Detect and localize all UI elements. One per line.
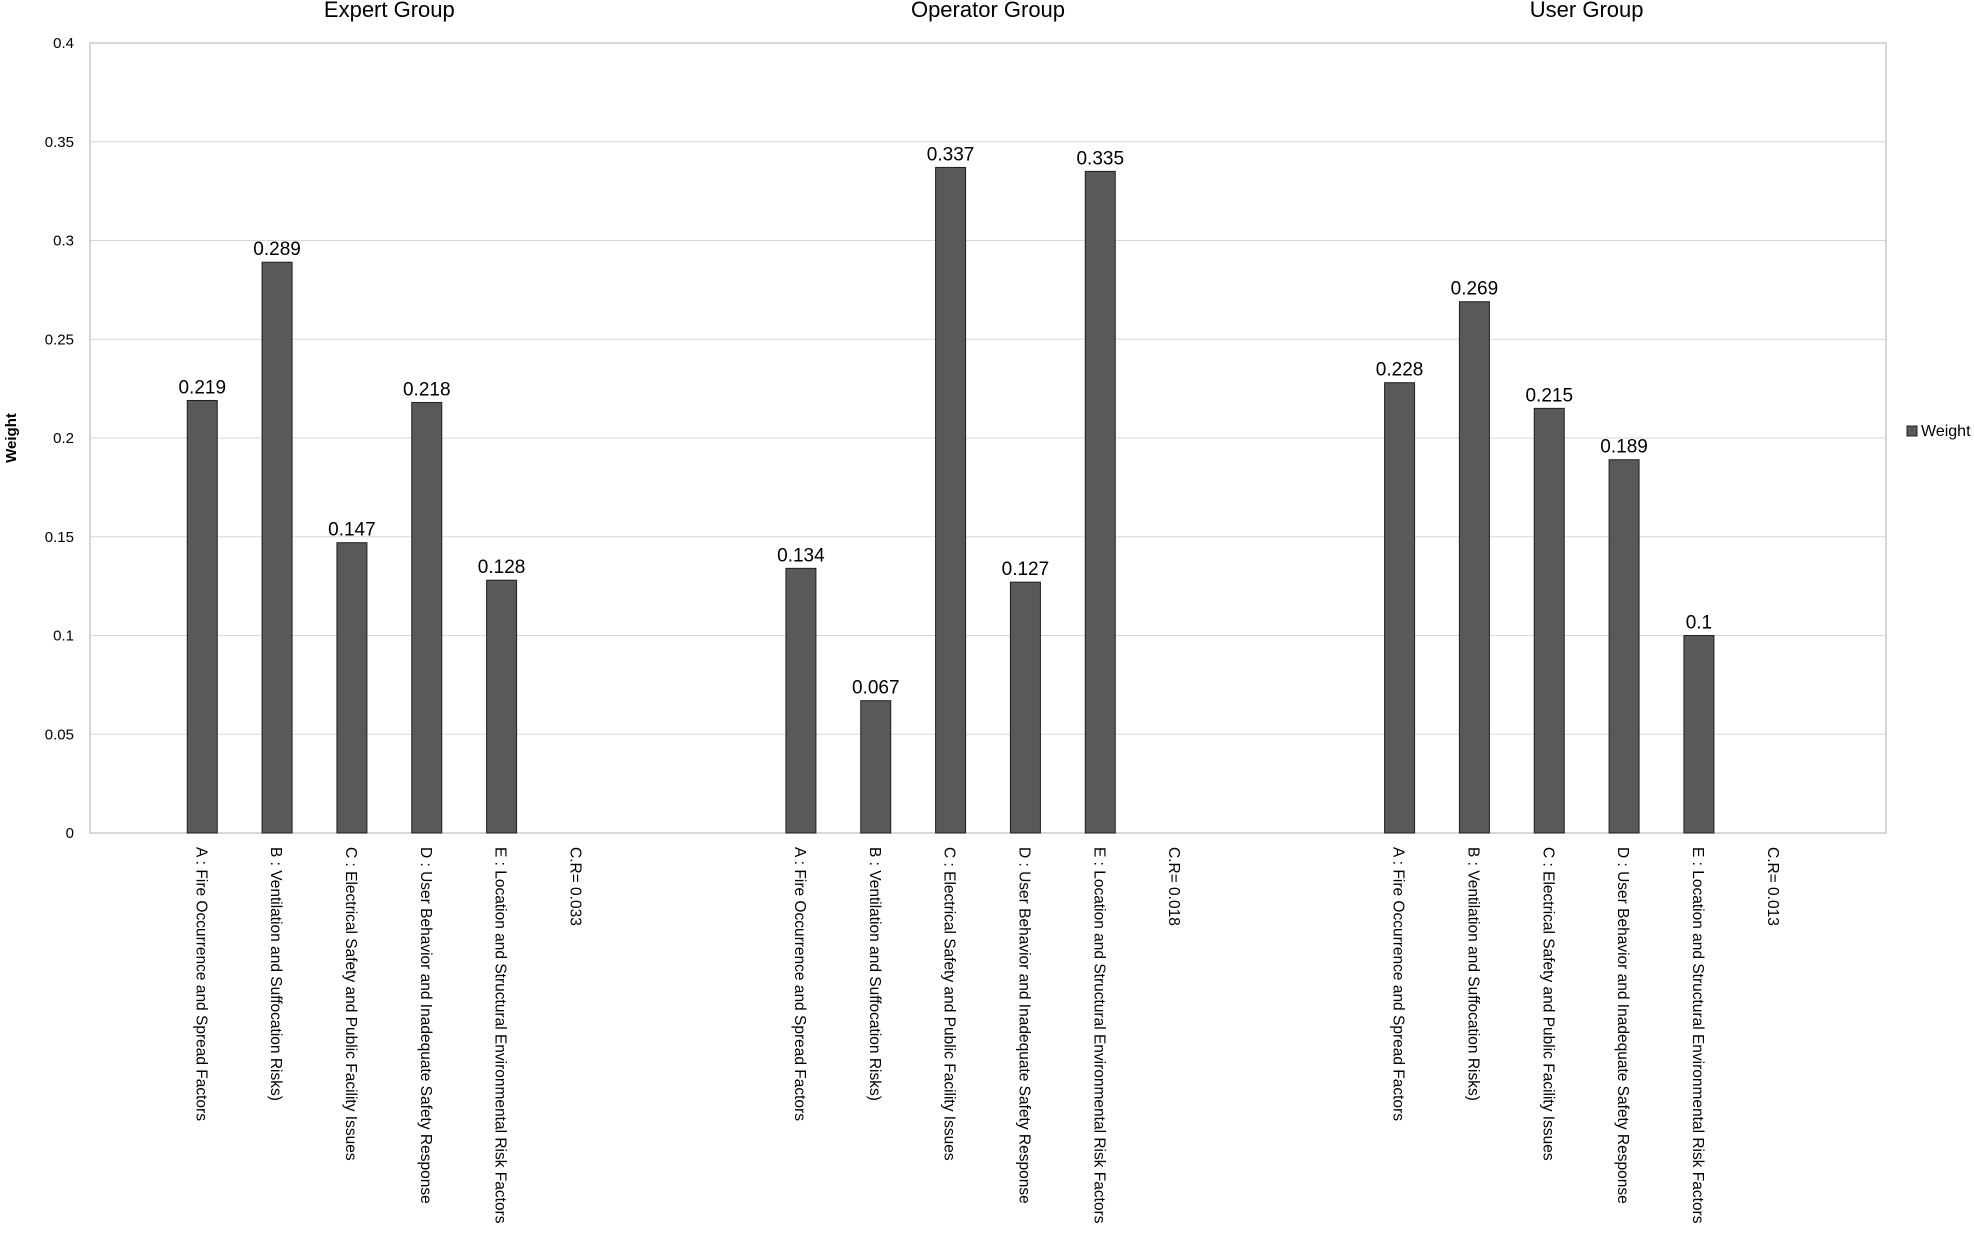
group-title: Expert Group: [324, 0, 455, 22]
data-label: 0.219: [178, 377, 226, 398]
category-label: C.R= 0.013: [1764, 847, 1781, 926]
legend-label: Weight: [1921, 423, 1971, 440]
group-title: Operator Group: [911, 0, 1065, 22]
category-label: E : Location and Structural Environmenta…: [1090, 847, 1107, 1224]
data-label: 0.127: [1002, 559, 1050, 580]
category-label: E : Location and Structural Environmenta…: [492, 847, 509, 1224]
bar: [411, 401, 443, 834]
category-label: A : Fire Occurrence and Spread Factors: [1390, 847, 1407, 1121]
bar: [1608, 459, 1640, 834]
y-tick-label: 0: [66, 825, 74, 842]
category-label: E : Location and Structural Environmenta…: [1689, 847, 1706, 1224]
bars: [186, 166, 1715, 834]
bar: [860, 700, 892, 834]
bar: [186, 399, 218, 834]
category-label: B : Ventilation and Suffocation Risks): [267, 847, 284, 1101]
plot-area-frame: [89, 42, 1887, 834]
data-label: 0.147: [328, 520, 376, 541]
y-tick-label: 0.4: [53, 35, 74, 52]
legend: Weight: [1906, 423, 1971, 440]
data-label: 0.335: [1076, 148, 1124, 169]
category-label: C : Electrical Safety and Public Facilit…: [941, 847, 958, 1161]
bar: [261, 261, 293, 834]
data-label: 0.269: [1451, 279, 1499, 300]
category-label: C : Electrical Safety and Public Facilit…: [1539, 847, 1556, 1161]
data-label: 0.128: [478, 557, 526, 578]
data-label: 0.067: [852, 678, 900, 699]
y-tick-label: 0.05: [45, 726, 74, 743]
data-label: 0.1: [1686, 613, 1712, 634]
data-label: 0.134: [777, 545, 825, 566]
data-label: 0.218: [403, 379, 451, 400]
category-label: A : Fire Occurrence and Spread Factors: [192, 847, 209, 1121]
y-axis-title: Weight: [3, 413, 20, 463]
bar: [1384, 382, 1416, 834]
category-label: D : User Behavior and Inadequate Safety …: [417, 847, 434, 1204]
data-label: 0.337: [927, 144, 975, 165]
bar: [486, 579, 518, 834]
category-label: C : Electrical Safety and Public Facilit…: [342, 847, 359, 1161]
bar: [1533, 407, 1565, 834]
y-tick-label: 0.1: [53, 628, 74, 645]
bar: [1683, 635, 1715, 834]
data-label: 0.228: [1376, 360, 1424, 381]
y-tick-label: 0.35: [45, 134, 74, 151]
y-tick-label: 0.25: [45, 331, 74, 348]
y-tick-label: 0.15: [45, 529, 74, 546]
bar: [1458, 301, 1490, 834]
y-tick-label: 0.2: [53, 430, 74, 447]
category-label: A : Fire Occurrence and Spread Factors: [791, 847, 808, 1121]
category-label: B : Ventilation and Suffocation Risks): [1464, 847, 1481, 1101]
category-label: C.R= 0.033: [566, 847, 583, 926]
data-label: 0.189: [1600, 437, 1648, 458]
category-label: C.R= 0.018: [1165, 847, 1182, 926]
category-label: B : Ventilation and Suffocation Risks): [866, 847, 883, 1101]
labels: 0 0.05 0.1 0.15 0.2 0.25 0.3 0.35 0.4 Weight Exper…: [3, 0, 1781, 1224]
bar: [1009, 581, 1041, 834]
bar: [336, 542, 368, 834]
data-label: 0.289: [253, 239, 301, 260]
legend-swatch: [1906, 425, 1918, 437]
bar: [785, 567, 817, 834]
data-label: 0.215: [1525, 385, 1573, 406]
y-tick-label: 0.3: [53, 233, 74, 250]
bar: [935, 166, 967, 834]
category-label: D : User Behavior and Inadequate Safety …: [1015, 847, 1032, 1204]
bar: [1084, 170, 1116, 834]
group-title: User Group: [1530, 0, 1644, 22]
category-label: D : User Behavior and Inadequate Safety …: [1614, 847, 1631, 1204]
